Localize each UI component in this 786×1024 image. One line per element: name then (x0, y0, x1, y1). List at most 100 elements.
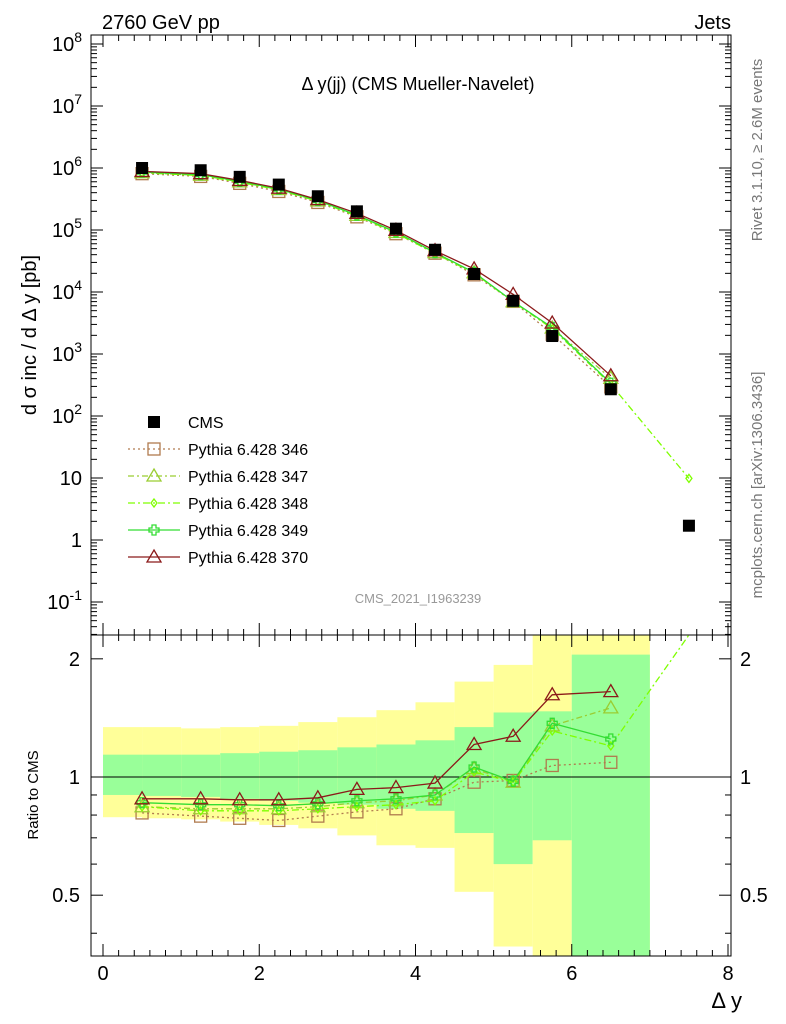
ratio-point-p349 (234, 799, 246, 811)
ratio-point-p346 (604, 755, 618, 769)
band-inner-bin (181, 754, 221, 797)
ratio-point-p370 (348, 781, 366, 796)
legend: CMS Pythia 6.428 346 Pythia 6.428 347 Pythi… (128, 415, 308, 567)
ratio-point-p347 (348, 794, 366, 809)
ratio-point-p370 (602, 683, 619, 698)
analysis-watermark: CMS_2021_I1963239 (355, 591, 482, 606)
legend-marker-cms (148, 416, 160, 428)
ratio-point-p370 (544, 686, 561, 701)
band-inner-bin (532, 711, 572, 841)
y-tick-label: 104 (52, 277, 82, 304)
ratio-axis-label: Ratio to CMS (25, 750, 42, 839)
ratio-tick-label: 0.5 (52, 885, 80, 907)
legend-label-p349: Pythia 6.428 349 (188, 523, 308, 540)
ratio-tick-label-right: 2 (740, 649, 751, 671)
x-tick-label: 0 (97, 963, 108, 985)
x-tick-label: 6 (566, 963, 577, 985)
legend-marker-p348 (150, 497, 158, 509)
y-tick-label: 10 (60, 468, 82, 490)
cms-data-point (507, 294, 520, 307)
rivet-version-label: Rivet 3.1.10, ≥ 2.6M events (749, 59, 766, 242)
legend-marker-p346 (147, 442, 161, 456)
series-line-p349 (142, 171, 612, 384)
y-tick-label: 108 (52, 29, 82, 56)
y-tick-label: 103 (52, 339, 82, 366)
ratio-point-p346 (389, 802, 403, 816)
ratio-point-p349 (195, 799, 207, 811)
ratio-point-p349 (312, 798, 324, 810)
ratio-point-p370 (133, 790, 151, 805)
ratio-point-p348 (548, 725, 557, 737)
series (133, 162, 695, 532)
series-point-p370 (544, 314, 561, 329)
ratio-point-p346 (311, 809, 325, 823)
ratio-point-p349 (390, 793, 402, 805)
legend-label-p347: Pythia 6.428 347 (188, 469, 308, 486)
ratio-point-p370 (426, 774, 444, 789)
ratio-point-p370 (387, 779, 405, 794)
ratio-tick-label: 1 (69, 767, 80, 789)
axes: 0 2 4 6 8 10-1 1 10 102 103 104 105 106 107 108 0.5 0.5 1… (47, 29, 768, 985)
ratio-point-p349 (273, 800, 285, 812)
cms-data-point (311, 190, 324, 203)
y-axis-label: d σ inc / d Δ y [pb] (19, 255, 41, 415)
band-inner-bin (454, 727, 494, 834)
ratio-point-p349 (605, 733, 617, 745)
cms-data-point (546, 330, 559, 343)
ratio-point-p349 (351, 795, 363, 807)
cms-data-point (468, 268, 481, 281)
ratio-point-p349 (468, 761, 480, 773)
ratio-point-p370 (270, 791, 287, 806)
ratio-line-p370 (142, 690, 611, 801)
ratio-line-p348 (142, 634, 690, 812)
legend-label-cms: CMS (188, 415, 224, 432)
y-tick-label: 107 (52, 91, 82, 118)
series-point-p348 (685, 473, 693, 484)
ratio-point-p347 (602, 699, 619, 714)
ratio-point-p346 (135, 806, 149, 820)
y-tick-label: 106 (52, 153, 82, 180)
x-axis-label: Δ y (711, 988, 742, 1013)
ratio-tick-label-right: 0.5 (740, 885, 768, 907)
legend-label-p370: Pythia 6.428 370 (188, 550, 308, 567)
ratio-point-p370 (465, 736, 483, 751)
band-inner-bin (493, 712, 533, 865)
y-tick-label: 1 (71, 530, 82, 552)
legend-label-p346: Pythia 6.428 346 (188, 442, 308, 459)
band-inner-bin (103, 754, 143, 795)
cms-data-point (429, 243, 442, 256)
cms-data-point (233, 170, 246, 183)
ratio-frame (90, 634, 732, 957)
ratio-point-p347 (387, 792, 405, 807)
x-tick-label: 4 (410, 963, 421, 985)
legend-marker-p349 (148, 524, 160, 536)
cms-data-point (272, 178, 285, 191)
ratio-point-p370 (309, 789, 326, 804)
series-line-p348 (142, 172, 690, 479)
ratio-point-p346 (545, 758, 559, 773)
y-tick-label: 105 (52, 215, 82, 242)
x-tick-label: 2 (254, 963, 265, 985)
ratio-point-p370 (505, 727, 522, 742)
ratio-point-p349 (546, 717, 558, 729)
ratio-point-p349 (429, 789, 441, 801)
cms-data-point (194, 164, 207, 177)
cms-data-point (136, 162, 149, 174)
band-inner-bin (571, 654, 650, 956)
mcplots-label: mcplots.cern.ch [arXiv:1306.3436] (749, 372, 766, 599)
cms-data-point (604, 383, 617, 396)
legend-label-p348: Pythia 6.428 348 (188, 496, 308, 513)
band-inner-bin (142, 754, 182, 796)
ratio-tick-label: 2 (69, 649, 80, 671)
ratio-point-p346 (233, 811, 247, 825)
ratio-tick-label-right: 1 (740, 767, 751, 789)
band-inner-bin (298, 750, 338, 803)
header-left: 2760 GeV pp (102, 12, 220, 34)
ratio-point-p370 (231, 791, 248, 806)
ratio-series (133, 634, 690, 828)
y-tick-label: 10-1 (47, 587, 82, 614)
ratio-point-p349 (507, 775, 519, 787)
cms-data-point (350, 205, 363, 218)
